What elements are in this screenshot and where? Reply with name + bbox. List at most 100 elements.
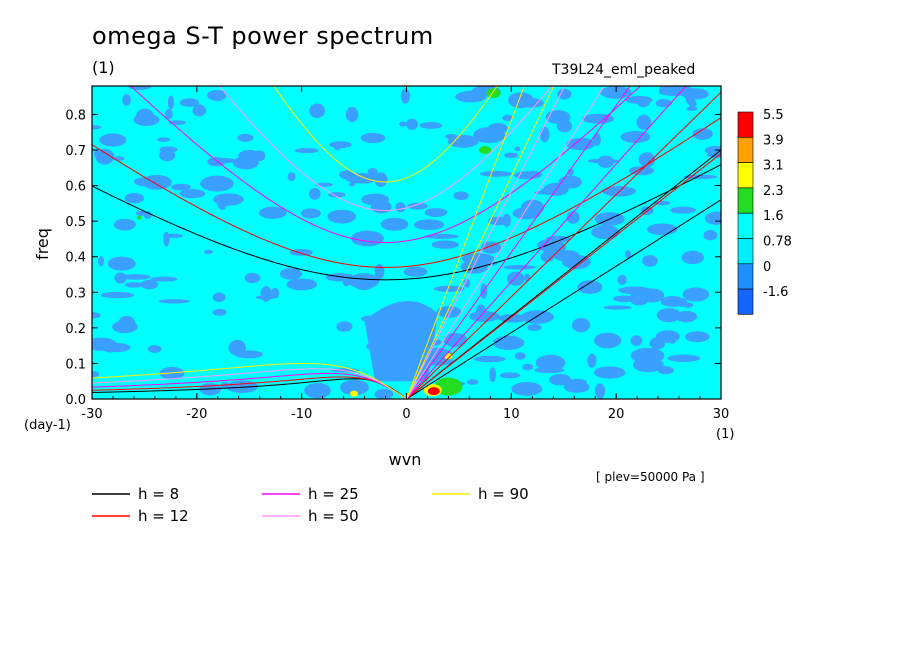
legend-label: h = 90 (478, 485, 529, 503)
field-patch (658, 88, 691, 96)
field-patch (304, 382, 331, 399)
field-patch (453, 191, 469, 201)
colorbar-swatch (737, 162, 754, 189)
field-patch (364, 300, 438, 382)
field-patch (400, 88, 410, 104)
rossby-curve (92, 372, 407, 399)
field-patch (545, 110, 571, 124)
field-patch (489, 367, 496, 383)
field-patch (443, 333, 468, 348)
field-patch-mid (137, 215, 142, 220)
field-patch (232, 156, 259, 170)
experiment-label: T39L24_eml_peaked (552, 62, 696, 78)
inertia-gravity-curve (92, 117, 721, 268)
field-patch (653, 200, 671, 206)
field-patch (162, 233, 184, 238)
field-patch (514, 146, 521, 152)
power-field (92, 86, 721, 399)
field-patch (431, 240, 459, 249)
field-patch (670, 206, 696, 214)
field-patch (647, 223, 678, 236)
field-patch (638, 152, 656, 167)
colorbar-label: 0 (763, 260, 771, 275)
x-tick-label: 30 (713, 407, 730, 422)
field-patch (592, 133, 601, 146)
field-patch (681, 250, 704, 265)
y-unit-label: (day-1) (24, 418, 71, 433)
field-patch (325, 273, 356, 282)
field-patch-mid (486, 88, 501, 99)
field-patch (436, 306, 462, 318)
kelvin-curve (406, 153, 721, 399)
field-patch (685, 90, 696, 106)
field-patch (361, 193, 390, 206)
field-patch (704, 211, 721, 225)
colorbar-label: 0.78 (763, 235, 792, 250)
field-patch (339, 379, 369, 396)
field-patch (124, 282, 144, 288)
inertia-gravity-curve (273, 86, 498, 183)
field-patch (289, 249, 313, 256)
field-patch (636, 114, 652, 130)
field-patch (122, 94, 131, 106)
field-patch (624, 250, 632, 259)
field-patch (447, 135, 479, 148)
eastward-curve (406, 86, 631, 399)
field-patch (502, 114, 514, 122)
field-patch (463, 278, 471, 288)
field-patch (328, 191, 346, 198)
field-patch (207, 157, 226, 167)
field-patch (316, 182, 333, 187)
field-patch (212, 292, 226, 302)
field-patch (327, 209, 356, 224)
field-patch (675, 310, 698, 323)
field-patch (522, 363, 534, 371)
field-patch (98, 256, 105, 267)
field-patch (682, 287, 710, 302)
field-patch (167, 95, 174, 110)
field-patch (566, 137, 595, 151)
field-patch (309, 103, 325, 119)
legend-label: h = 12 (138, 507, 189, 525)
field-patch (179, 98, 200, 107)
kelvin-curve (406, 86, 605, 399)
field-patch (237, 133, 254, 142)
field-patch (107, 256, 136, 271)
field-patch (413, 219, 445, 231)
chart-unit-label: (1) (92, 58, 115, 77)
field-patch (212, 308, 227, 316)
field-patch (200, 175, 234, 192)
field-patch (692, 128, 713, 140)
rossby-curve (92, 378, 407, 399)
field-patch (540, 251, 554, 263)
field-patch (549, 373, 572, 386)
y-tick-label: 0.8 (65, 108, 86, 123)
field-patch (380, 217, 409, 231)
field-patch (593, 332, 622, 349)
field-patch (348, 182, 356, 187)
field-patch (523, 170, 542, 179)
field-patch (630, 335, 643, 346)
field-patch (95, 148, 115, 165)
field-patch (348, 273, 380, 289)
field-patch (630, 347, 665, 364)
chart-title: omega S-T power spectrum (92, 22, 434, 50)
eastward-curve (406, 86, 525, 399)
field-patch (587, 353, 597, 368)
field-patch (133, 177, 158, 187)
field-patch (685, 331, 710, 343)
field-patch (259, 206, 287, 219)
field-patch-mid (479, 146, 492, 155)
field-patch (535, 354, 566, 371)
field-patch (286, 278, 317, 291)
colorbar-label: 5.5 (763, 108, 784, 123)
field-patch (424, 233, 459, 239)
field-patch (686, 106, 698, 111)
field-patch (147, 345, 162, 353)
colorbar-swatch (737, 263, 754, 290)
field-patch (628, 166, 655, 176)
colorbar-swatch (737, 187, 754, 214)
field-patch (136, 108, 154, 124)
field-patch (524, 273, 531, 282)
